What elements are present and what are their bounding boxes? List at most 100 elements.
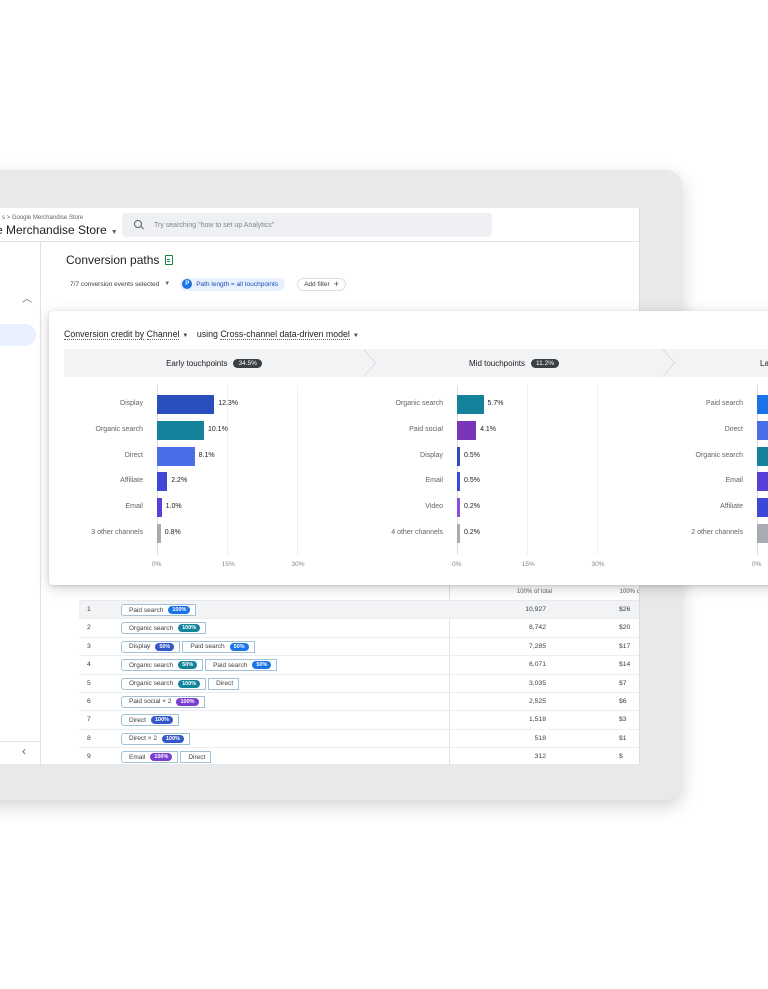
path-step-label: Direct × 2 (129, 735, 157, 743)
path-length-filter-chip[interactable]: P Path length = all touchpoints (180, 277, 286, 291)
path-step-label: Direct (188, 753, 206, 761)
conversions-value: 7,285 (528, 642, 546, 650)
conversions-value: 1,518 (528, 716, 546, 724)
bar-direct[interactable] (157, 446, 195, 466)
category-label: Affiliate (120, 477, 143, 485)
credit-badge: 50% (178, 661, 198, 670)
bar-affiliate[interactable] (757, 498, 768, 518)
category-label: Video (425, 503, 443, 511)
table-row[interactable]: 4 Organic search 50% Paid search 50% 6,071 $14 (79, 656, 639, 675)
table-row[interactable]: 6 Paid social × 2 100% 2,525 $6 (79, 693, 639, 712)
model-chevron-icon[interactable]: ▼ (352, 333, 359, 339)
credit-badge: 50% (229, 642, 249, 651)
bar-email[interactable] (757, 472, 768, 492)
category-label: 2 other channels (691, 529, 743, 536)
add-filter-button[interactable]: Add filter + (297, 277, 346, 291)
table-row[interactable]: 8 Direct × 2 100% 518 $1 (79, 730, 639, 749)
column-divider (449, 581, 450, 764)
bar-video[interactable] (457, 498, 460, 518)
credit-badge: 100% (162, 734, 185, 743)
conversion-path: Organic search 100% Direct (121, 677, 241, 690)
category-label: Email (725, 477, 743, 485)
breadcrumb[interactable]: s > Google Merchandise Store (2, 215, 84, 221)
row-index: 5 (87, 679, 91, 687)
table-row[interactable]: 3 Display 50% Paid search 50% 7,285 $17 (79, 638, 639, 657)
row-index: 8 (87, 734, 91, 742)
bar-display[interactable] (157, 395, 215, 414)
credit-badge: 100% (168, 606, 191, 614)
category-label: Paid social (409, 425, 443, 433)
collapse-nav-icon[interactable]: ‹ (22, 744, 26, 758)
x-tick-label: 30% (291, 561, 305, 568)
conversions-total-header: 100% of total (516, 589, 552, 595)
table-row[interactable]: 7 Direct 100% 1,518 $3 (79, 711, 639, 730)
path-step-tag: Organic search 50% (121, 659, 204, 672)
value-label: 1.0% (165, 503, 182, 511)
x-tick-label: 0% (452, 561, 462, 568)
path-step-label: Paid search (213, 661, 248, 669)
conversion-events-dropdown[interactable]: 7/7 conversion events selected (70, 280, 160, 288)
search-icon (134, 220, 144, 230)
credit-badge: 100% (178, 679, 201, 688)
bar-organic-search[interactable] (457, 395, 484, 414)
report-doc-icon[interactable] (165, 255, 174, 265)
stage-mid: Mid touchpoints 11.2% (364, 349, 664, 377)
bar-organic-search[interactable] (157, 420, 204, 440)
bar-email[interactable] (157, 498, 162, 518)
dimension-chevron-icon[interactable]: ▼ (182, 333, 189, 339)
gridline (526, 385, 528, 555)
table-body: 1 Paid search 100% 10,927 $26 2 Organic search… (79, 601, 639, 764)
category-label: Email (125, 503, 143, 511)
path-step-label: Paid search (190, 643, 225, 651)
table-row[interactable]: 1 Paid search 100% 10,927 $26 (79, 601, 639, 620)
bar-3-other-channels[interactable] (157, 524, 161, 543)
dimension-dropdown[interactable]: Channel (146, 329, 180, 340)
conversion-path: Direct 100% (121, 714, 181, 727)
conversion-path: Paid search 100% (121, 604, 198, 616)
bar-4-other-channels[interactable] (457, 524, 460, 543)
chevron-up-icon[interactable]: ︿ (22, 294, 32, 305)
bar-display[interactable] (457, 446, 460, 466)
table-row[interactable]: 2 Organic search 100% 8,742 $20 (79, 619, 639, 638)
table-row[interactable]: 5 Organic search 100% Direct 3,035 $7 (79, 675, 639, 693)
table-row[interactable]: 9 Email 100% Direct 312 $ (79, 748, 639, 764)
conversion-path: Organic search 100% (121, 622, 208, 635)
bar-paid-search[interactable] (757, 395, 768, 414)
x-tick-label: 30% (591, 561, 605, 568)
bar-organic-search[interactable] (757, 446, 768, 466)
bar-paid-social[interactable] (457, 420, 477, 440)
gridline (596, 385, 598, 555)
x-tick-label: 0% (152, 561, 162, 568)
category-label: Email (425, 477, 443, 485)
revenue-value: $7 (619, 679, 627, 687)
top-bar: s > Google Merchandise Store e Merchandi… (0, 208, 639, 242)
category-label: Direct (724, 425, 743, 433)
revenue-value: $20 (619, 624, 631, 632)
model-dropdown[interactable]: Cross-channel data-driven model (220, 329, 350, 340)
category-label: Direct (124, 451, 143, 459)
gridline (226, 385, 228, 555)
property-name: e Merchandise Store (0, 223, 107, 237)
row-index: 7 (87, 716, 91, 724)
path-step-tag: Paid search 50% (205, 659, 278, 672)
path-step-tag: Direct × 2 100% (121, 732, 191, 745)
path-step-label: Organic search (129, 680, 174, 688)
property-selector[interactable]: e Merchandise Store ▼ (0, 223, 118, 237)
bar-2-other-channels[interactable] (757, 524, 768, 543)
page-title: Conversion paths (66, 253, 174, 267)
revenue-value: $1 (619, 734, 627, 742)
conversion-path: Display 50% Paid search 50% (121, 640, 257, 653)
bar-direct[interactable] (757, 420, 768, 440)
x-tick-label: 15% (521, 561, 535, 568)
search-placeholder: Try searching "how to set up Analytics" (154, 221, 275, 229)
gridline (457, 385, 458, 555)
bar-affiliate[interactable] (157, 472, 168, 492)
nav-item-active[interactable] (0, 324, 36, 346)
conversion-path: Direct × 2 100% (121, 732, 192, 745)
revenue-value: $ (619, 753, 623, 761)
bar-email[interactable] (457, 472, 460, 492)
search-input[interactable]: Try searching "how to set up Analytics" (122, 213, 492, 237)
credit-badge: 50% (252, 661, 272, 670)
dropdown-arrow-icon[interactable]: ▼ (164, 281, 171, 287)
path-step-tag: Direct 100% (121, 714, 180, 727)
